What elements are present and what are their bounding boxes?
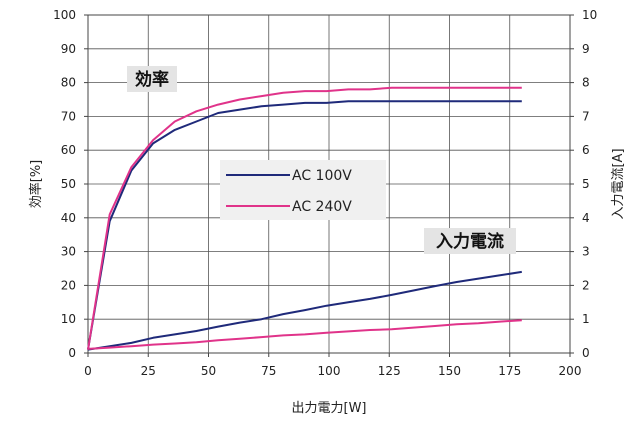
y-axis-title-left: 効率[%] — [28, 160, 44, 209]
x-tick-label: 100 — [318, 364, 341, 378]
y-tick-label-left: 0 — [68, 346, 76, 360]
y-tick-label-left: 20 — [61, 278, 76, 292]
x-tick-label: 175 — [498, 364, 521, 378]
x-tick-label: 0 — [84, 364, 92, 378]
series-line-efficiency-ac100v — [87, 100, 522, 350]
efficiency-annotation-text: 効率 — [135, 69, 169, 90]
series-line-current-ac100v — [87, 270, 522, 351]
y-tick-label-left: 10 — [61, 312, 76, 326]
y-tick-label-right: 0 — [582, 346, 590, 360]
y-tick-label-left: 40 — [61, 211, 76, 225]
y-tick-label-left: 100 — [53, 8, 76, 22]
x-tick-label: 200 — [559, 364, 582, 378]
x-axis-title: 出力電力[W] — [292, 401, 367, 416]
current-annotation: 入力電流 — [424, 228, 516, 254]
legend: AC 100V AC 240V — [220, 160, 386, 220]
y-tick-label-left: 30 — [61, 245, 76, 259]
y-tick-label-right: 10 — [582, 8, 597, 22]
efficiency-annotation-bg — [127, 66, 177, 92]
legend-label-ac240: AC 240V — [292, 199, 352, 215]
efficiency-annotation: 効率 — [127, 66, 177, 92]
series-lines — [87, 86, 522, 351]
y-tick-label-left: 60 — [61, 143, 76, 157]
legend-label-ac100: AC 100V — [292, 168, 352, 184]
x-tick-label: 75 — [261, 364, 276, 378]
y-tick-label-right: 8 — [582, 76, 590, 90]
y-tick-label-right: 6 — [582, 143, 590, 157]
y-tick-label-left: 90 — [61, 42, 76, 56]
y-tick-label-right: 7 — [582, 109, 590, 123]
y-tick-label-right: 2 — [582, 278, 590, 292]
legend-box — [220, 160, 386, 220]
y-tick-label-left: 80 — [61, 76, 76, 90]
series-line-current-ac240v — [87, 319, 522, 350]
tick-labels: 0 25 50 75 100 125 150 175 200010203040506070809… — [53, 8, 597, 378]
current-annotation-bg — [424, 228, 516, 254]
grid-lines — [88, 15, 570, 353]
x-tick-label: 25 — [141, 364, 156, 378]
x-tick-label: 150 — [438, 364, 461, 378]
x-tick-label: 125 — [378, 364, 401, 378]
y-tick-label-right: 1 — [582, 312, 590, 326]
y-tick-label-right: 3 — [582, 245, 590, 259]
y-tick-label-right: 5 — [582, 177, 590, 191]
y-tick-label-right: 9 — [582, 42, 590, 56]
current-annotation-text: 入力電流 — [436, 231, 504, 252]
series-line-efficiency-ac240v — [87, 86, 522, 350]
y-tick-label-left: 50 — [61, 177, 76, 191]
y-axis-title-right: 入力電流[A] — [611, 148, 626, 219]
x-tick-label: 50 — [201, 364, 216, 378]
y-tick-label-right: 4 — [582, 211, 590, 225]
y-tick-label-left: 70 — [61, 109, 76, 123]
